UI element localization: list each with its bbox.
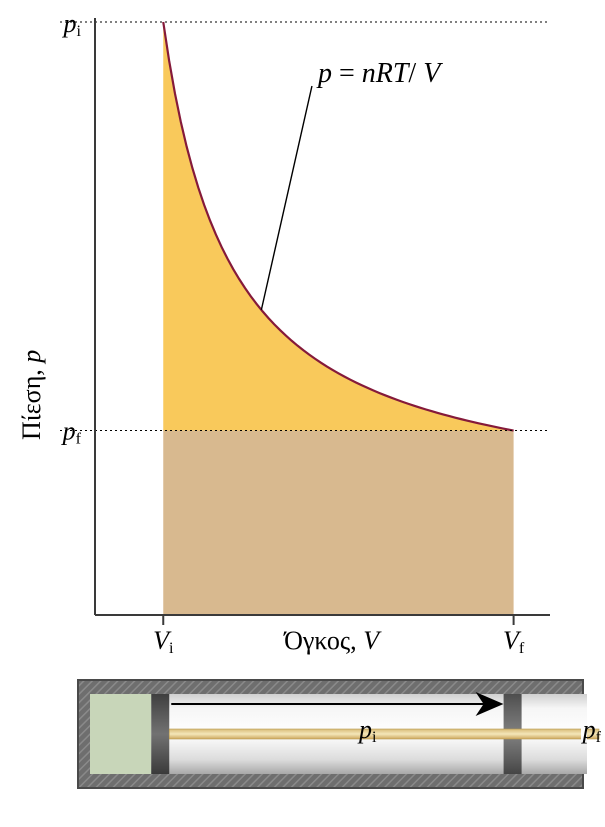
svg-text:pf: pf — [581, 715, 602, 746]
svg-text:Πίεση, p: Πίεση, p — [17, 350, 46, 440]
svg-text:Όγκος, V: Όγκος, V — [283, 626, 382, 655]
svg-text:Vi: Vi — [153, 626, 174, 657]
svg-text:p = nRT/ V: p = nRT/ V — [316, 58, 443, 89]
svg-text:pi: pi — [62, 9, 82, 40]
svg-text:pf: pf — [61, 417, 82, 448]
pv-diagram-figure: pipfViVfΌγκος, VΠίεση, pp = nRT/ V pipf — [0, 0, 605, 827]
piston-cylinder-illustration: pipf — [78, 680, 602, 788]
pv-plot: pi pf Vi Vf Όγκος, V Πίεση, p p = nRT/ V — [17, 9, 550, 657]
svg-text:Vf: Vf — [503, 626, 525, 657]
